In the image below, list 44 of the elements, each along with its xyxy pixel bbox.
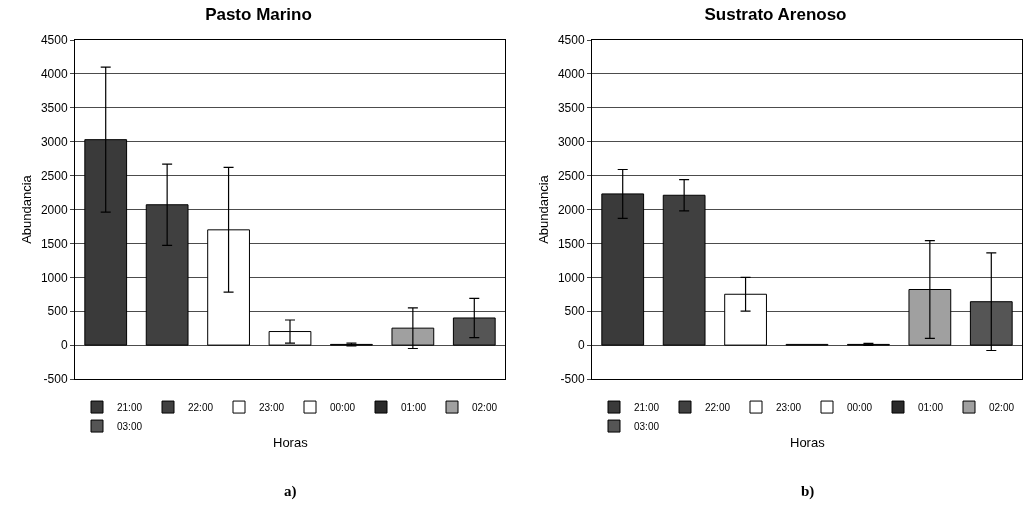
y-tick-label: 1000: [557, 270, 585, 285]
y-tick-label: -500: [43, 372, 68, 387]
y-tick-label: 2000: [40, 202, 68, 217]
text: a): [284, 483, 297, 500]
legend-label: 02:00: [989, 401, 1015, 413]
legend-label: 00:00: [330, 401, 356, 413]
y-tick-label: 500: [564, 304, 585, 319]
y-axis-title: Abundancia: [18, 174, 34, 244]
x-axis-title: Horas: [790, 435, 826, 450]
y-tick-label: 2000: [557, 202, 585, 217]
y-axis-title: Abundancia: [535, 174, 551, 244]
y-tick-label: 3500: [557, 101, 585, 115]
y-tick-label: -500: [560, 372, 585, 387]
y-tick-label: 2500: [40, 168, 68, 183]
legend-label: 03:00: [117, 420, 143, 432]
legend-label: 23:00: [776, 401, 802, 413]
y-tick-label: 3000: [40, 134, 68, 149]
legend-label: 21:00: [117, 401, 143, 413]
y-tick-label: 3500: [40, 101, 68, 115]
y-tick-label: 0: [60, 338, 68, 353]
y-tick-label: 3000: [557, 134, 585, 149]
y-tick-label: 4500: [557, 33, 585, 48]
y-tick-label: 4000: [40, 67, 68, 82]
legend-label: 23:00: [259, 401, 285, 413]
y-tick-label: 4500: [40, 33, 68, 48]
y-tick-label: 1500: [557, 236, 585, 251]
chart-title: Sustrato Arenoso: [704, 4, 847, 24]
legend-label: 01:00: [918, 401, 944, 413]
legend-label: 21:00: [634, 401, 660, 413]
y-tick-label: 500: [47, 304, 68, 319]
y-tick-label: 2500: [557, 168, 585, 183]
legend-label: 22:00: [188, 401, 214, 413]
x-axis-title: Horas: [273, 435, 309, 450]
text: b): [801, 483, 815, 500]
legend-label: 22:00: [705, 401, 731, 413]
legend-label: 00:00: [847, 401, 873, 413]
y-tick-label: 4000: [557, 67, 585, 82]
legend-label: 01:00: [401, 401, 427, 413]
y-tick-label: 1500: [40, 236, 68, 251]
legend-label: 03:00: [634, 420, 660, 432]
legend-label: 02:00: [472, 401, 498, 413]
y-tick-label: 0: [577, 338, 585, 353]
chart-title: Pasto Marino: [205, 4, 312, 24]
y-tick-label: 1000: [40, 270, 68, 285]
